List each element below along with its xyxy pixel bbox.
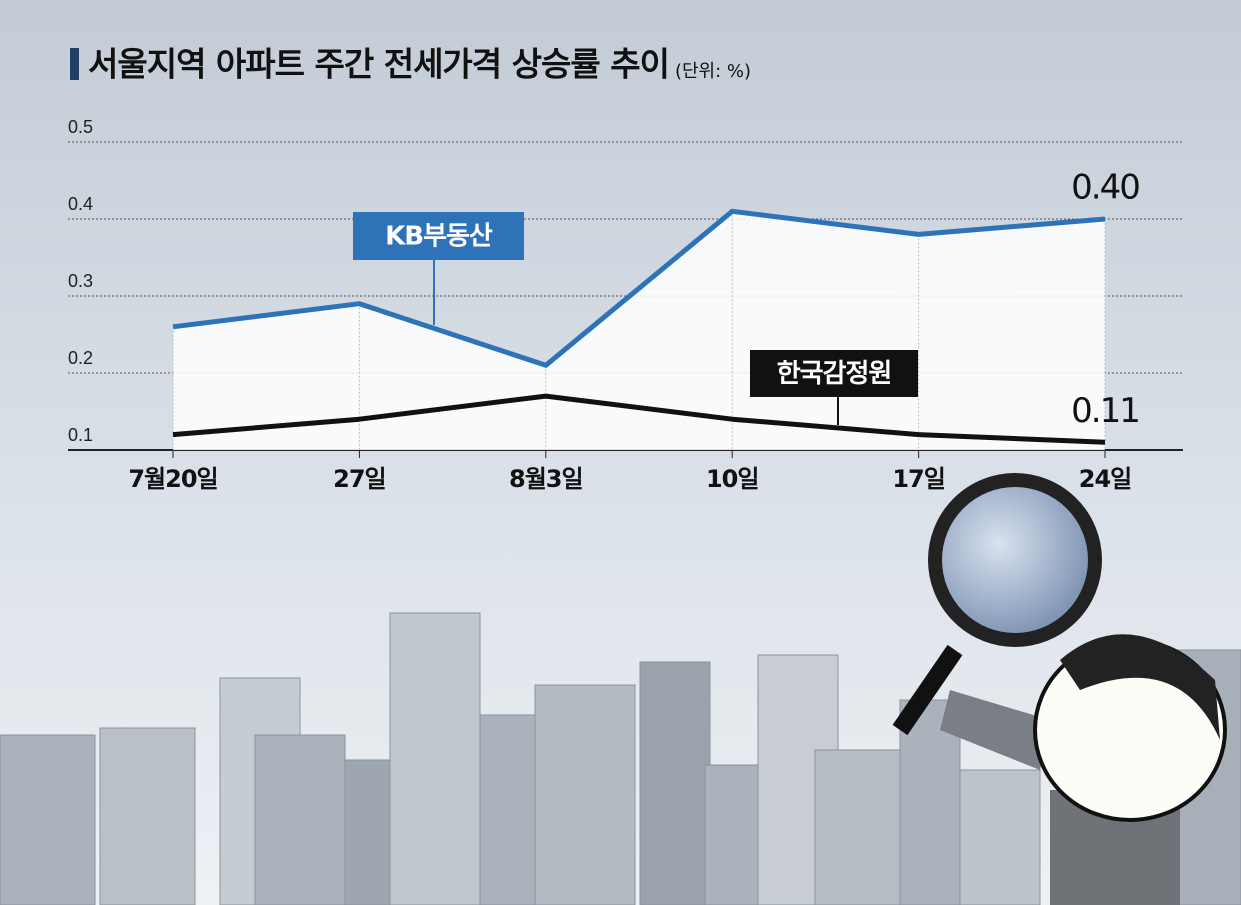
legend-box [353,212,524,260]
y-tick-label: 0.4 [68,194,93,214]
series-line [172,393,1106,445]
x-tick-label: 10일 [706,465,758,493]
magnifier-figure [892,473,1227,905]
x-tick-label: 17일 [892,465,944,493]
title-marker [70,48,79,80]
x-tick-label: 7월20일 [128,465,217,493]
y-tick-label: 0.5 [68,117,93,137]
y-tick-label: 0.2 [68,348,93,368]
chart-title: 서울지역 아파트 주간 전세가격 상승률 추이 [88,45,669,84]
y-tick-label: 0.3 [68,271,93,291]
legend-box [750,350,918,397]
legend-label: 한국감정원 [777,359,892,389]
y-tick-label: 0.1 [68,425,93,445]
value-label: 0.11 [1071,391,1139,431]
x-tick-label: 27일 [333,465,385,493]
x-tick-label: 24일 [1079,465,1131,493]
legend-label: KB부동산 [385,222,493,252]
chart-subtitle: (단위: %) [675,61,751,82]
value-label: 0.40 [1071,168,1139,208]
series-line [172,208,1106,368]
x-tick-label: 8월3일 [509,465,583,493]
